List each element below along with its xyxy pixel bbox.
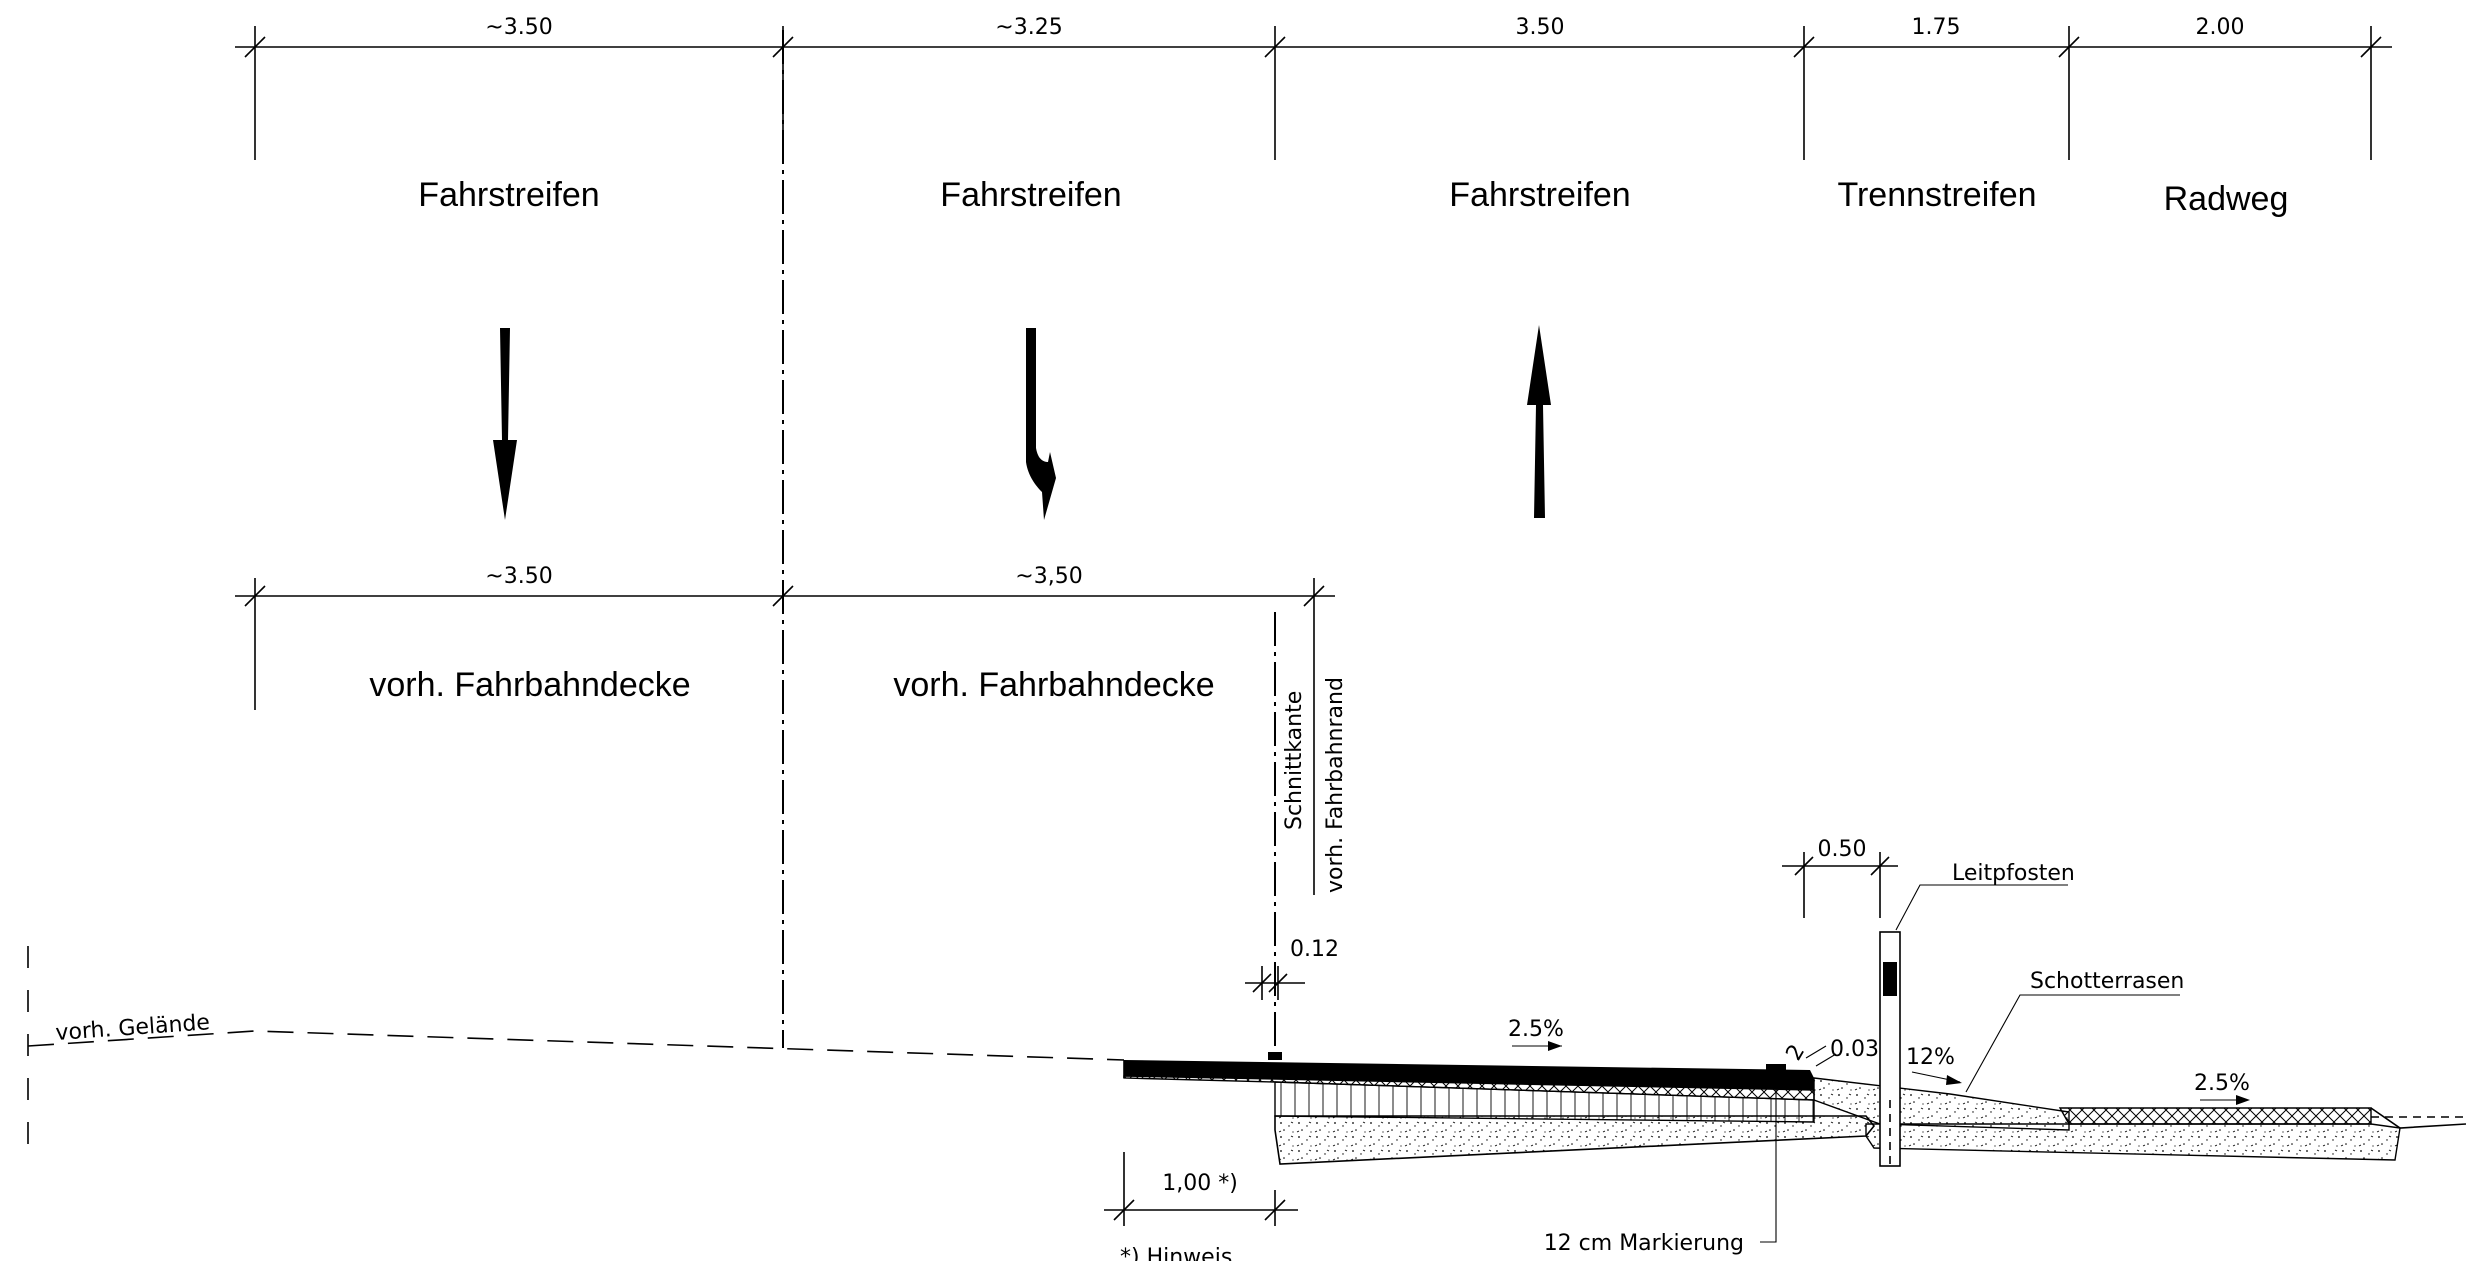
dim-lane-2: ~3.25 — [995, 15, 1062, 40]
mid-dimension-chain: ~3.50 ~3,50 vorh. Fahrbahndecke vorh. Fa… — [235, 564, 1335, 710]
top-dimension-chain: ~3.50 ~3.25 3.50 1.75 2.00 — [235, 15, 2392, 160]
lane-arrows — [493, 325, 1551, 520]
terrain-label: vorh. Gelände — [55, 1010, 211, 1046]
svg-text:2: 2 — [1782, 1040, 1811, 1065]
marking-label: 12 cm Markierung — [1544, 1231, 1744, 1256]
svg-text:2.5%: 2.5% — [2194, 1071, 2250, 1096]
delineator-post: Leitpfosten — [1879, 861, 2075, 1167]
separator-label: Trennstreifen — [1837, 176, 2036, 214]
svg-text:1,00 *): 1,00 *) — [1162, 1171, 1238, 1196]
dim-lane-3: 3.50 — [1516, 15, 1565, 40]
slope-shoulder: 12% — [1906, 1045, 1962, 1085]
svg-text:0.03: 0.03 — [1830, 1037, 1879, 1062]
dim-003: 2 0.03 — [1782, 1037, 1879, 1067]
svg-text:0.50: 0.50 — [1818, 837, 1867, 862]
road-edge-label: vorh. Fahrbahnrand — [1323, 677, 1348, 893]
lane-label-1: Fahrstreifen — [418, 176, 599, 214]
cut-edge-label: Schnittkante — [1282, 691, 1307, 830]
cut-edge: Schnittkante vorh. Fahrbahnrand — [1274, 610, 1348, 1062]
slope-road: 2.5% — [1508, 1017, 1564, 1051]
dim-separator: 1.75 — [1912, 15, 1961, 40]
footnote: *) Hinweis — [1120, 1245, 1232, 1261]
svg-text:2.5%: 2.5% — [1508, 1017, 1564, 1042]
dim-012: 0.12 — [1245, 937, 1339, 1000]
lane-labels: Fahrstreifen Fahrstreifen Fahrstreifen T… — [418, 176, 2288, 218]
arrow-up-icon — [1527, 325, 1551, 518]
bike-lane-label: Radweg — [2164, 180, 2289, 218]
lane-label-3: Fahrstreifen — [1449, 176, 1630, 214]
dim-lane-1: ~3.50 — [485, 15, 552, 40]
existing-terrain: vorh. Gelände — [27, 946, 1125, 1146]
svg-text:0.12: 0.12 — [1290, 937, 1339, 962]
dim-bike-lane: 2.00 — [2196, 15, 2245, 40]
slope-bike: 2.5% — [2194, 1071, 2250, 1105]
dim-existing-2: ~3,50 — [1015, 564, 1082, 589]
arrow-turn-right-icon — [1026, 328, 1056, 520]
shoulder-and-bike-lane — [1813, 1077, 2466, 1161]
existing-pavement-label-2: vorh. Fahrbahndecke — [893, 666, 1214, 704]
schotterrasen-label: Schotterrasen — [2030, 969, 2184, 994]
road-structure — [1123, 1052, 1876, 1165]
dim-100: 1,00 *) — [1104, 1152, 1298, 1226]
dim-existing-1: ~3.50 — [485, 564, 552, 589]
dim-050: 0.50 — [1782, 837, 1898, 918]
svg-text:12%: 12% — [1906, 1045, 1955, 1070]
existing-pavement-label-1: vorh. Fahrbahndecke — [369, 666, 690, 704]
arrow-down-icon — [493, 328, 517, 520]
lane-label-2: Fahrstreifen — [940, 176, 1121, 214]
leitpfosten-label: Leitpfosten — [1952, 861, 2075, 886]
